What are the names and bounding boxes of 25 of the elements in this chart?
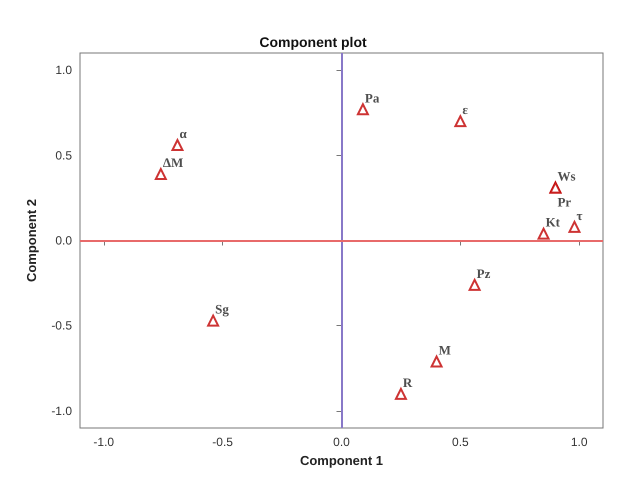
series-label: R xyxy=(402,374,413,390)
chart-title: Component plot xyxy=(259,34,367,50)
series-label: M xyxy=(438,342,451,358)
series-label: α xyxy=(179,126,188,142)
y-tick-label: -0.5 xyxy=(51,318,72,333)
series-label: Pz xyxy=(476,266,491,281)
series-label: ε xyxy=(462,102,468,118)
series-label: ΔM xyxy=(162,155,184,170)
series-label: Kt xyxy=(546,214,561,230)
series-label: τ xyxy=(576,208,582,223)
x-tick-label: -1.0 xyxy=(93,435,114,449)
y-tick-label: -1.0 xyxy=(51,404,72,418)
series-label: Pr xyxy=(557,194,572,210)
series-label: Ws xyxy=(557,168,576,184)
y-tick-label: 0.0 xyxy=(55,234,72,248)
x-tick-label: 1.0 xyxy=(570,435,588,449)
x-axis-title: Component 1 xyxy=(300,453,384,468)
x-tick-label: -0.5 xyxy=(212,435,234,449)
y-axis-title: Component 2 xyxy=(24,198,39,282)
series-label: Sg xyxy=(215,302,230,317)
y-tick-label: 0.5 xyxy=(55,148,72,162)
y-tick-label: 1.0 xyxy=(55,63,72,78)
x-tick-label: 0.5 xyxy=(452,435,470,449)
x-tick-label: 0.0 xyxy=(333,435,350,449)
series-label: Pa xyxy=(364,90,380,106)
